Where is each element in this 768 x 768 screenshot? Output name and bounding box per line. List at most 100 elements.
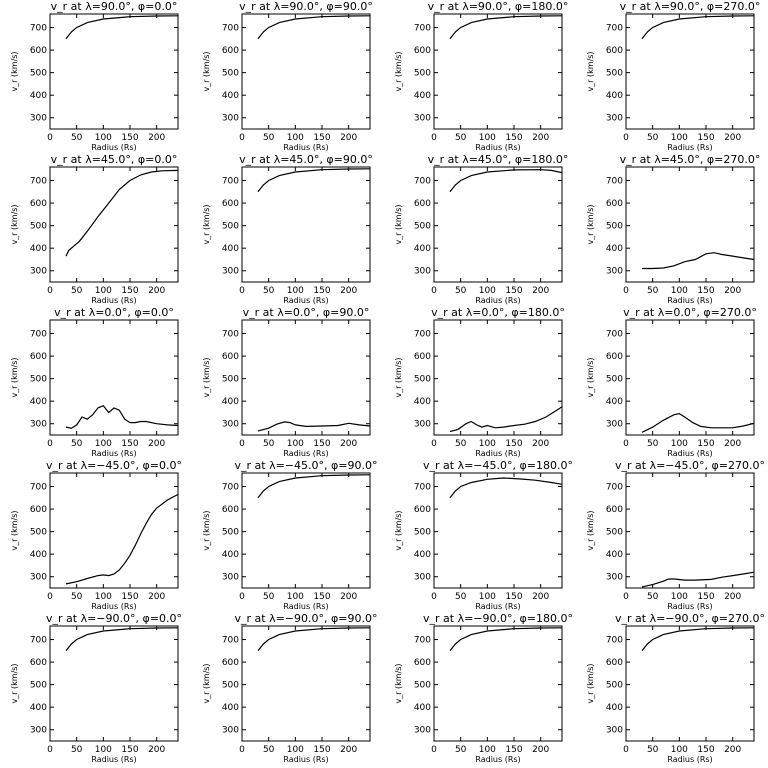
- subplot-19: v_r at λ=−90.0°, φ=180.0° 0 50 100 150 200 300…: [394, 612, 573, 764]
- x-tick-label: 150: [313, 439, 330, 449]
- x-tick-label: 200: [340, 133, 357, 143]
- subplot-10: v_r at λ=0.0°, φ=90.0° 0 50 100 150 200 300 400…: [202, 306, 371, 458]
- y-tick-label: 300: [30, 114, 47, 124]
- y-tick-label: 400: [606, 397, 623, 407]
- x-axis-label: Radius (Rs): [283, 296, 328, 305]
- velocity-curve: [65, 627, 179, 652]
- x-tick-label: 100: [479, 286, 496, 296]
- x-tick-label: 100: [671, 439, 688, 449]
- y-tick-label: 400: [30, 397, 47, 407]
- subplot-title: v_r at λ=0.0°, φ=90.0°: [243, 306, 370, 319]
- y-tick-label: 400: [222, 244, 239, 254]
- y-axis-label: v_r (km/s): [586, 663, 595, 703]
- x-tick-label: 200: [532, 133, 549, 143]
- y-tick-label: 700: [30, 177, 47, 187]
- subplot-2: v_r at λ=90.0°, φ=90.0° 0 50 100 150 200 300 40…: [202, 0, 373, 152]
- velocity-curve: [449, 406, 563, 433]
- x-tick-label: 150: [697, 286, 714, 296]
- y-tick-label: 700: [606, 483, 623, 493]
- y-tick-label: 500: [30, 528, 47, 538]
- x-tick-label: 0: [431, 592, 437, 602]
- y-tick-label: 300: [414, 573, 431, 583]
- x-tick-label: 150: [121, 592, 138, 602]
- plot-frame: [49, 472, 179, 589]
- x-tick-label: 150: [505, 745, 522, 755]
- y-tick-label: 700: [30, 330, 47, 340]
- subplot-7: v_r at λ=45.0°, φ=180.0° 0 50 100 150 200 300 4…: [394, 153, 568, 305]
- y-tick-label: 400: [222, 703, 239, 713]
- y-tick-label: 700: [414, 483, 431, 493]
- y-tick-label: 500: [414, 69, 431, 79]
- x-axis-label: Radius (Rs): [91, 449, 136, 458]
- y-tick-label: 500: [30, 681, 47, 691]
- velocity-curve: [257, 168, 371, 193]
- y-tick-label: 500: [414, 375, 431, 385]
- velocity-curve: [641, 15, 755, 40]
- x-axis-label: Radius (Rs): [91, 296, 136, 305]
- subplot-11: v_r at λ=0.0°, φ=180.0° 0 50 100 150 200 300 40…: [394, 306, 565, 458]
- x-tick-label: 100: [479, 133, 496, 143]
- x-tick-label: 50: [263, 439, 275, 449]
- y-tick-label: 600: [222, 352, 239, 362]
- x-axis-label: Radius (Rs): [283, 449, 328, 458]
- x-tick-label: 150: [121, 439, 138, 449]
- subplot-title: v_r at λ=−90.0°, φ=180.0°: [423, 612, 573, 625]
- subplot-8: v_r at λ=45.0°, φ=270.0° 0 50 100 150 200 300 4…: [586, 153, 760, 305]
- y-tick-label: 700: [222, 330, 239, 340]
- subplot-title: v_r at λ=90.0°, φ=180.0°: [428, 0, 569, 13]
- y-tick-label: 300: [222, 267, 239, 277]
- y-axis-label: v_r (km/s): [10, 357, 19, 397]
- y-tick-label: 300: [30, 726, 47, 736]
- x-tick-label: 150: [505, 286, 522, 296]
- subplot-title: v_r at λ=90.0°, φ=90.0°: [239, 0, 373, 13]
- x-axis-label: Radius (Rs): [283, 143, 328, 152]
- plot-frame: [625, 319, 755, 436]
- y-tick-label: 500: [222, 69, 239, 79]
- x-tick-label: 100: [287, 592, 304, 602]
- y-tick-label: 500: [222, 222, 239, 232]
- x-tick-label: 50: [263, 745, 275, 755]
- x-tick-label: 50: [455, 592, 467, 602]
- x-tick-label: 100: [671, 592, 688, 602]
- x-tick-label: 200: [148, 745, 165, 755]
- y-tick-label: 600: [606, 505, 623, 515]
- x-tick-label: 150: [505, 133, 522, 143]
- y-tick-label: 400: [414, 91, 431, 101]
- y-tick-label: 600: [414, 505, 431, 515]
- x-tick-label: 100: [95, 592, 112, 602]
- x-tick-label: 200: [340, 745, 357, 755]
- y-tick-label: 300: [30, 573, 47, 583]
- subplot-6: v_r at λ=45.0°, φ=90.0° 0 50 100 150 200 300 40…: [202, 153, 373, 305]
- x-tick-label: 0: [239, 745, 245, 755]
- x-tick-label: 150: [121, 133, 138, 143]
- plot-frame: [241, 166, 371, 283]
- x-axis-label: Radius (Rs): [475, 602, 520, 611]
- y-axis-label: v_r (km/s): [394, 51, 403, 91]
- x-tick-label: 100: [671, 745, 688, 755]
- velocity-curve: [65, 404, 179, 429]
- x-tick-label: 150: [505, 439, 522, 449]
- velocity-curve: [65, 493, 179, 585]
- y-tick-label: 600: [30, 352, 47, 362]
- y-tick-label: 600: [30, 199, 47, 209]
- x-tick-label: 0: [623, 286, 629, 296]
- x-tick-label: 100: [95, 133, 112, 143]
- y-tick-label: 700: [414, 636, 431, 646]
- x-tick-label: 100: [95, 745, 112, 755]
- y-tick-label: 600: [606, 199, 623, 209]
- x-tick-label: 50: [647, 286, 659, 296]
- x-tick-label: 50: [455, 286, 467, 296]
- plot-frame: [241, 13, 371, 130]
- plot-frame: [625, 625, 755, 742]
- plot-frame: [241, 319, 371, 436]
- x-axis-label: Radius (Rs): [91, 602, 136, 611]
- y-tick-label: 500: [222, 528, 239, 538]
- y-tick-label: 300: [606, 267, 623, 277]
- x-tick-label: 150: [697, 745, 714, 755]
- x-tick-label: 100: [287, 286, 304, 296]
- y-tick-label: 500: [606, 375, 623, 385]
- x-axis-label: Radius (Rs): [475, 755, 520, 764]
- y-tick-label: 500: [606, 681, 623, 691]
- x-tick-label: 50: [263, 133, 275, 143]
- x-tick-label: 50: [263, 286, 275, 296]
